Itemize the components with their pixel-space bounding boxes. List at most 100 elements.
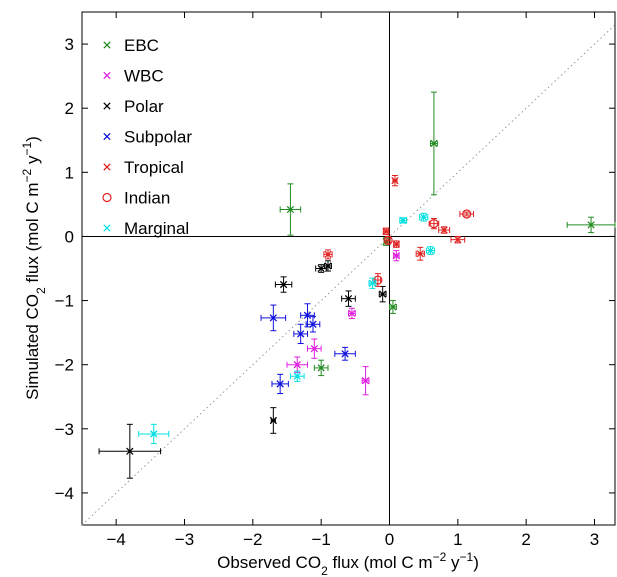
data-point-tropical <box>323 249 333 260</box>
marker-wbc <box>310 344 318 353</box>
legend-item-marginal: Marginal <box>103 219 189 238</box>
legend-marker-subpolar <box>103 132 111 141</box>
legend-marker-marginal <box>103 224 111 232</box>
data-point-wbc <box>392 250 400 262</box>
marker-indian <box>383 235 393 245</box>
data-point-polar <box>315 264 328 273</box>
data-point-ebc <box>313 359 329 377</box>
marker-subpolar <box>276 380 284 388</box>
data-point-wbc <box>361 366 370 396</box>
marker-subpolar <box>309 320 317 328</box>
data-point-polar <box>324 260 332 272</box>
x-tick-label: 1 <box>453 530 462 549</box>
series-wbc <box>286 250 400 396</box>
y-tick-label: −2 <box>55 356 74 375</box>
data-point-tropical <box>438 226 451 234</box>
data-point-subpolar <box>334 346 356 361</box>
legend-item-tropical: Tropical <box>103 158 184 177</box>
marker-marginal <box>293 372 301 380</box>
data-point-indian <box>459 209 475 219</box>
legend-label-wbc: WBC <box>124 67 164 86</box>
marker-polar <box>344 294 353 303</box>
legend-label-marginal: Marginal <box>124 219 189 238</box>
marker-ebc <box>317 364 325 372</box>
series-ebc <box>279 91 616 377</box>
data-point-marginal <box>138 423 170 445</box>
x-tick-label: −2 <box>243 530 262 549</box>
y-axis-label: Simulated CO2 flux (mol C m−2 y−1) <box>20 136 48 400</box>
marker-indian <box>373 275 383 285</box>
data-point-ebc <box>389 300 397 314</box>
marker-wbc <box>348 309 356 318</box>
legend-marker-tropical <box>103 163 111 171</box>
marker-ebc <box>587 221 595 229</box>
marker-polar <box>279 280 288 289</box>
data-point-wbc <box>348 307 356 320</box>
marker-tropical <box>416 250 424 258</box>
marker-polar <box>317 264 325 273</box>
legend-item-ebc: EBC <box>103 36 159 55</box>
marker-indian <box>429 219 439 229</box>
data-point-tropical <box>392 240 400 248</box>
legend-label-tropical: Tropical <box>124 158 184 177</box>
data-point-marginal <box>399 216 408 225</box>
data-point-subpolar <box>271 373 289 395</box>
y-tick-label: 2 <box>65 99 74 118</box>
marker-marginal <box>420 213 428 221</box>
legend-item-indian: Indian <box>102 189 170 208</box>
y-tick-label: 1 <box>65 163 74 182</box>
series-polar <box>98 260 387 479</box>
legend-marker-wbc <box>103 71 111 80</box>
marker-tropical <box>392 240 400 248</box>
y-tick-label: 0 <box>65 227 74 246</box>
data-point-ebc <box>566 216 616 234</box>
marker-subpolar <box>297 330 305 338</box>
data-point-tropical <box>391 175 399 187</box>
marker-ebc <box>286 205 295 214</box>
data-point-marginal <box>368 277 377 289</box>
y-tick-label: 3 <box>65 35 74 54</box>
marker-marginal <box>426 246 435 255</box>
marker-subpolar <box>269 314 277 322</box>
y-tick-label: −1 <box>55 292 74 311</box>
data-point-wbc <box>286 356 308 373</box>
data-point-subpolar <box>260 304 287 332</box>
marker-ebc <box>430 139 438 148</box>
x-tick-label: 3 <box>590 530 599 549</box>
marker-tropical <box>391 176 399 185</box>
data-point-polar <box>341 290 356 307</box>
marker-subpolar <box>341 350 349 358</box>
marker-marginal <box>399 216 407 225</box>
axis-layer: −4 −3 −2 −1 0 1 2 3 −4 −3 −2 −1 0 1 2 3 <box>55 12 615 549</box>
data-point-tropical <box>415 246 425 261</box>
legend-marker-indian <box>102 192 112 203</box>
marker-polar <box>379 290 387 298</box>
plot-layer <box>81 12 616 526</box>
x-tick-label: 0 <box>385 530 394 549</box>
legend-label-subpolar: Subpolar <box>124 128 192 147</box>
x-axis-label: Observed CO2 flux (mol C m−2 y−1) <box>217 550 479 577</box>
legend-item-polar: Polar <box>103 97 164 116</box>
marker-tropical <box>324 250 332 259</box>
marker-wbc <box>361 377 370 385</box>
marker-indian <box>462 209 472 219</box>
data-point-marginal <box>425 246 436 255</box>
data-point-tropical <box>382 227 390 236</box>
marker-polar <box>269 416 277 425</box>
data-point-subpolar <box>293 323 308 345</box>
series-tropical <box>323 175 466 261</box>
data-point-subpolar <box>305 316 321 333</box>
legend-item-subpolar: Subpolar <box>103 128 192 147</box>
legend-label-indian: Indian <box>124 189 170 208</box>
marker-polar <box>126 447 134 455</box>
y-tick-label: −4 <box>55 484 74 503</box>
marker-wbc <box>392 252 400 260</box>
data-point-polar <box>378 285 387 303</box>
data-point-indian <box>383 235 393 245</box>
data-point-ebc <box>430 91 438 196</box>
legend-item-wbc: WBC <box>103 67 164 86</box>
marker-subpolar <box>303 311 312 319</box>
data-point-ebc <box>279 183 302 236</box>
marker-wbc <box>293 361 301 369</box>
